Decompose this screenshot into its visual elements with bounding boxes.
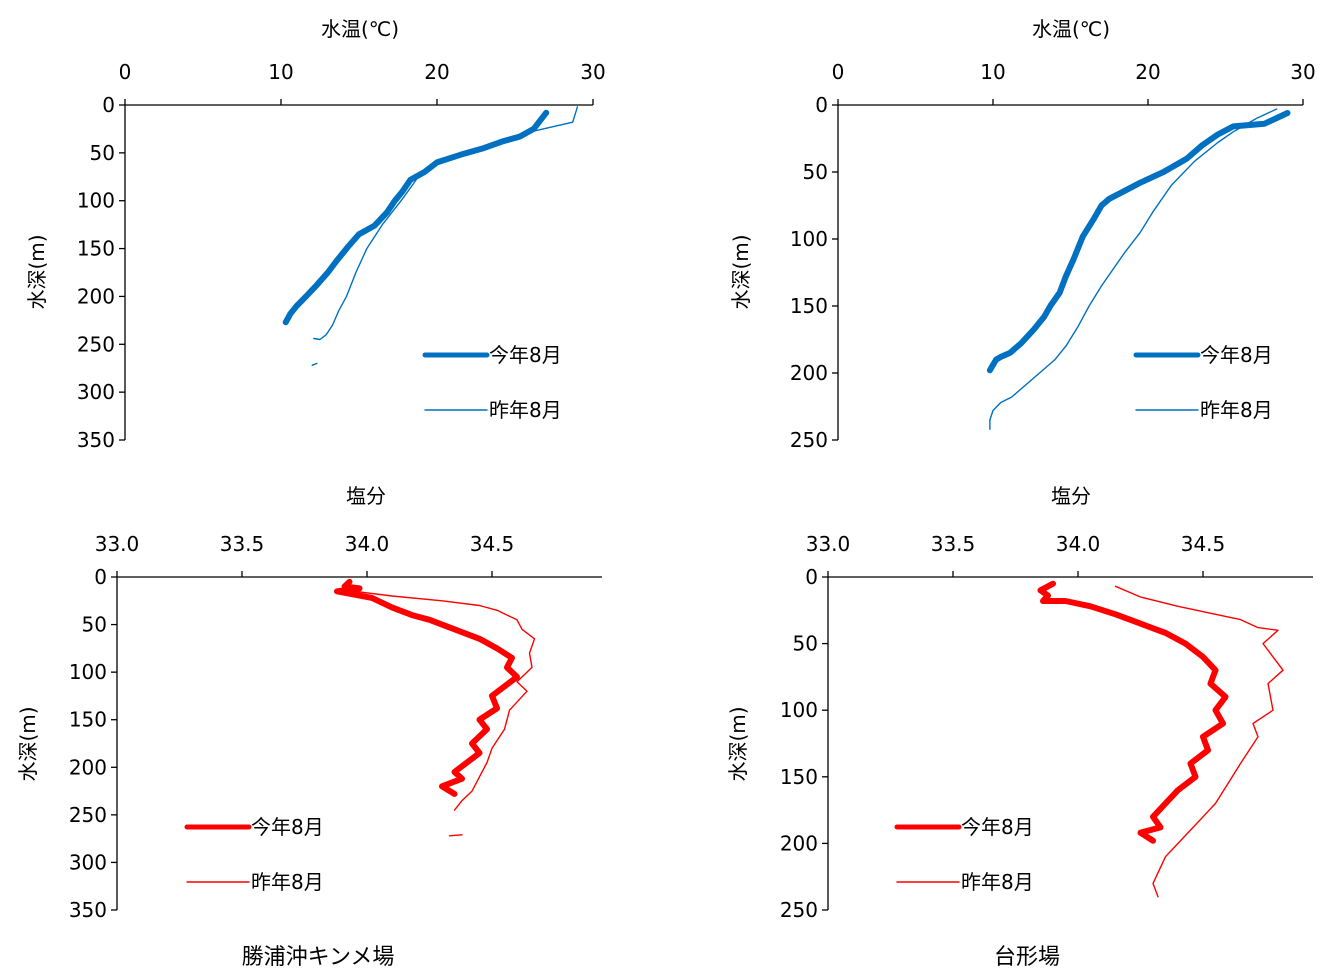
y-tick-label: 250 [69, 803, 107, 827]
y-tick-label: 50 [82, 613, 107, 637]
y-tick-label: 100 [69, 660, 107, 684]
x-tick-label: 34.0 [1056, 532, 1101, 556]
y-tick-label: 50 [793, 632, 818, 656]
series-line-last-year [989, 108, 1278, 430]
caption-left: 勝浦沖キンメ場 [242, 945, 395, 970]
y-tick-label: 150 [790, 294, 828, 318]
y-tick-label: 100 [780, 698, 818, 722]
series-line-this-year [282, 109, 550, 326]
series-line-last-year [311, 362, 318, 366]
y-tick-label: 150 [77, 237, 115, 261]
y-tick-label: 250 [77, 332, 115, 356]
legend-label-this-year: 今年8月 [1200, 343, 1273, 367]
x-tick-label: 10 [980, 60, 1005, 84]
series-line-last-year [353, 590, 536, 811]
y-tick-label: 0 [94, 565, 107, 589]
y-axis-title: 水深(m) [726, 706, 750, 781]
x-axis-title: 水温(℃) [321, 17, 399, 41]
x-tick-label: 34.5 [470, 532, 515, 556]
x-axis-title: 塩分 [1051, 484, 1091, 508]
legend-label-last-year: 昨年8月 [251, 870, 324, 894]
y-tick-label: 0 [815, 93, 828, 117]
y-tick-label: 50 [803, 160, 828, 184]
x-tick-label: 34.5 [1181, 532, 1226, 556]
series-line-this-year [334, 578, 520, 797]
series-line-this-year [1037, 580, 1229, 844]
y-tick-label: 250 [780, 898, 818, 922]
x-tick-label: 20 [424, 60, 449, 84]
y-tick-label: 150 [780, 765, 818, 789]
x-tick-label: 33.5 [931, 532, 976, 556]
legend-label-last-year: 昨年8月 [1200, 398, 1273, 422]
y-tick-label: 200 [69, 755, 107, 779]
y-tick-label: 0 [805, 565, 818, 589]
y-tick-label: 250 [790, 428, 828, 452]
x-tick-label: 30 [580, 60, 605, 84]
y-tick-label: 0 [102, 93, 115, 117]
y-tick-label: 50 [90, 141, 115, 165]
legend-label-this-year: 今年8月 [251, 815, 324, 839]
y-tick-label: 350 [69, 898, 107, 922]
y-axis-title: 水深(m) [16, 706, 40, 781]
x-tick-label: 10 [268, 60, 293, 84]
y-axis-title: 水深(m) [25, 234, 49, 309]
temperature-chart-katsuura: 0 10 20 30050100150200250300350水温(℃)水深(m)今年… [25, 17, 606, 452]
y-tick-label: 200 [77, 284, 115, 308]
x-tick-label: 33.0 [95, 532, 140, 556]
legend-label-this-year: 今年8月 [961, 815, 1034, 839]
x-tick-label: 33.5 [220, 532, 265, 556]
y-tick-label: 300 [77, 380, 115, 404]
x-tick-label: 0 [119, 60, 132, 84]
x-tick-label: 34.0 [345, 532, 390, 556]
y-tick-label: 200 [780, 831, 818, 855]
x-tick-label: 30 [1290, 60, 1315, 84]
caption-right: 台形場 [994, 945, 1060, 970]
x-tick-label: 20 [1135, 60, 1160, 84]
y-axis-title: 水深(m) [729, 234, 753, 309]
y-tick-label: 100 [790, 227, 828, 251]
x-tick-label: 33.0 [806, 532, 851, 556]
salinity-chart-katsuura: 33.0 33.5 34.0 34.5 0 50 100 150 200 250 300 350 塩分水… [16, 484, 602, 922]
legend-label-last-year: 昨年8月 [489, 398, 562, 422]
legend-label-last-year: 昨年8月 [961, 870, 1034, 894]
series-line-last-year [313, 106, 579, 341]
y-tick-label: 200 [790, 361, 828, 385]
series-line-last-year [448, 834, 463, 837]
series-line-last-year [1114, 585, 1284, 898]
y-tick-label: 100 [77, 189, 115, 213]
x-axis-title: 塩分 [346, 484, 386, 508]
y-tick-label: 150 [69, 708, 107, 732]
y-tick-label: 350 [77, 428, 115, 452]
legend-label-this-year: 今年8月 [489, 343, 562, 367]
y-tick-label: 300 [69, 850, 107, 874]
x-axis-title: 水温(℃) [1032, 17, 1110, 41]
series-line-this-year [986, 110, 1291, 374]
x-tick-label: 0 [832, 60, 845, 84]
